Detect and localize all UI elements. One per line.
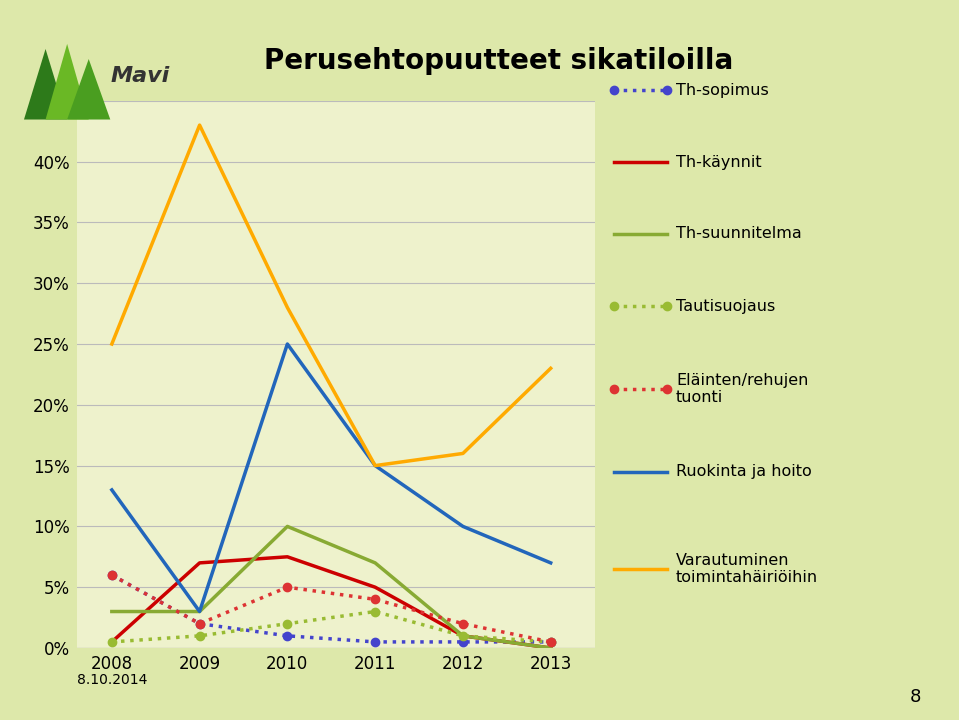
- Th-käynnit: [194, 559, 205, 567]
- Th-sopimus: [106, 571, 118, 580]
- Ruokinta ja hoito: [545, 559, 556, 567]
- Th-käynnit: [369, 583, 381, 592]
- Tautisuojaus: [194, 631, 205, 640]
- Varautuminen
toimintahäiriöihin: [106, 340, 118, 348]
- Th-suunnitelma: [106, 607, 118, 616]
- Th-suunnitelma: [282, 522, 293, 531]
- Polygon shape: [67, 59, 110, 120]
- Th-käynnit: [106, 638, 118, 647]
- Text: 8.10.2014: 8.10.2014: [77, 673, 147, 687]
- Eläinten/rehujen
tuonti: [106, 571, 118, 580]
- Th-suunnitelma: [545, 644, 556, 652]
- Tautisuojaus: [545, 638, 556, 647]
- Line: Th-käynnit: Th-käynnit: [112, 557, 550, 648]
- Varautuminen
toimintahäiriöihin: [282, 303, 293, 312]
- Th-sopimus: [194, 619, 205, 628]
- Th-sopimus: [545, 638, 556, 647]
- Text: Varautuminen
toimintahäiriöihin: Varautuminen toimintahäiriöihin: [676, 553, 818, 585]
- Th-käynnit: [545, 644, 556, 652]
- Line: Th-sopimus: Th-sopimus: [107, 571, 555, 646]
- Line: Eläinten/rehujen
tuonti: Eläinten/rehujen tuonti: [107, 571, 555, 646]
- Text: Th-käynnit: Th-käynnit: [676, 155, 761, 169]
- Line: Tautisuojaus: Tautisuojaus: [107, 608, 555, 646]
- Text: Perusehtopuutteet sikatiloilla: Perusehtopuutteet sikatiloilla: [264, 47, 734, 75]
- Text: Tautisuojaus: Tautisuojaus: [676, 299, 775, 313]
- Varautuminen
toimintahäiriöihin: [457, 449, 469, 458]
- Eläinten/rehujen
tuonti: [369, 595, 381, 603]
- Text: Th-sopimus: Th-sopimus: [676, 83, 769, 97]
- Tautisuojaus: [457, 631, 469, 640]
- Eläinten/rehujen
tuonti: [457, 619, 469, 628]
- Varautuminen
toimintahäiriöihin: [369, 462, 381, 470]
- Varautuminen
toimintahäiriöihin: [545, 364, 556, 373]
- Text: Ruokinta ja hoito: Ruokinta ja hoito: [676, 464, 812, 479]
- Ruokinta ja hoito: [369, 462, 381, 470]
- Th-suunnitelma: [194, 607, 205, 616]
- Th-käynnit: [457, 631, 469, 640]
- Text: Th-suunnitelma: Th-suunnitelma: [676, 227, 802, 241]
- Th-suunnitelma: [457, 631, 469, 640]
- Eläinten/rehujen
tuonti: [194, 619, 205, 628]
- Tautisuojaus: [369, 607, 381, 616]
- Polygon shape: [24, 49, 67, 120]
- Tautisuojaus: [282, 619, 293, 628]
- Eläinten/rehujen
tuonti: [545, 638, 556, 647]
- Ruokinta ja hoito: [106, 485, 118, 494]
- Line: Varautuminen
toimintahäiriöihin: Varautuminen toimintahäiriöihin: [112, 125, 550, 466]
- Varautuminen
toimintahäiriöihin: [194, 121, 205, 130]
- Text: Mavi: Mavi: [110, 66, 170, 86]
- Th-sopimus: [369, 638, 381, 647]
- Text: 8: 8: [909, 688, 921, 706]
- Ruokinta ja hoito: [457, 522, 469, 531]
- Th-sopimus: [457, 638, 469, 647]
- Ruokinta ja hoito: [194, 607, 205, 616]
- Text: Eläinten/rehujen
tuonti: Eläinten/rehujen tuonti: [676, 373, 808, 405]
- Line: Th-suunnitelma: Th-suunnitelma: [112, 526, 550, 648]
- Th-käynnit: [282, 552, 293, 561]
- Th-sopimus: [282, 631, 293, 640]
- Eläinten/rehujen
tuonti: [282, 583, 293, 592]
- Polygon shape: [45, 44, 88, 120]
- Th-suunnitelma: [369, 559, 381, 567]
- Line: Ruokinta ja hoito: Ruokinta ja hoito: [112, 344, 550, 611]
- Ruokinta ja hoito: [282, 340, 293, 348]
- Tautisuojaus: [106, 638, 118, 647]
